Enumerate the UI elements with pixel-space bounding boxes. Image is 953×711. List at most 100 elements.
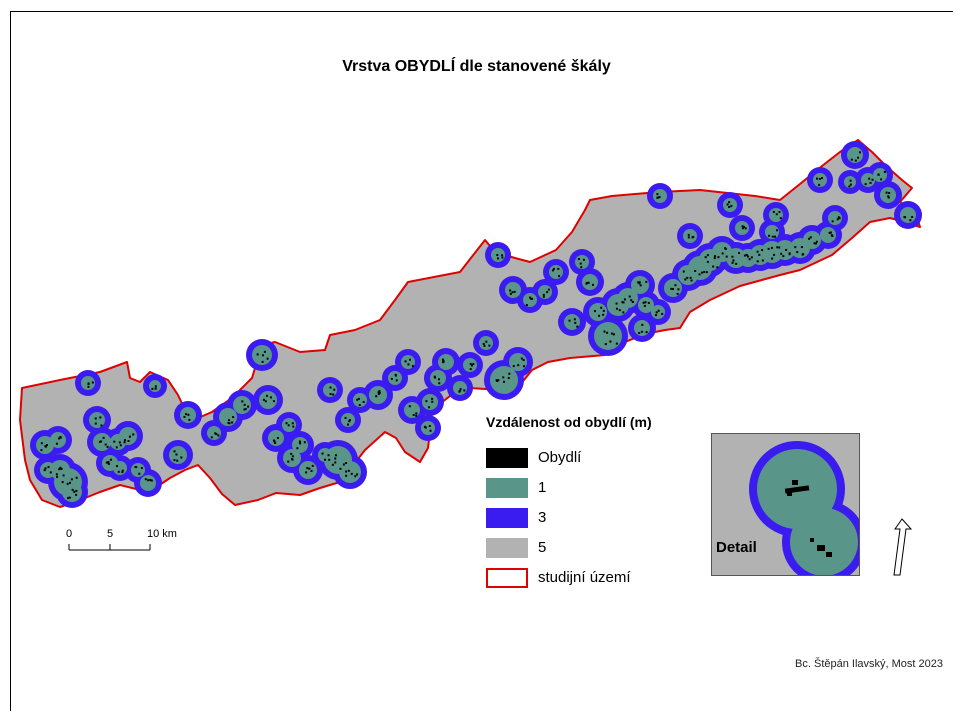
dwelling-mark	[437, 378, 440, 381]
dwelling-mark	[342, 463, 345, 466]
dwelling-mark	[247, 405, 250, 408]
dwelling-mark	[691, 236, 694, 239]
dwelling-mark	[771, 235, 774, 238]
zone-1-buffer	[401, 355, 415, 369]
dwelling-mark	[701, 271, 704, 274]
zone-1-buffer	[50, 432, 66, 448]
dwelling-mark	[345, 462, 348, 465]
dwelling-mark	[469, 362, 472, 365]
dwelling-mark	[350, 472, 353, 475]
dwelling-mark	[775, 213, 778, 216]
dwelling-mark	[459, 388, 462, 391]
dwelling-mark	[528, 296, 531, 299]
dwelling-mark	[552, 267, 555, 270]
dwelling-mark	[531, 297, 534, 300]
dwelling-mark	[684, 278, 687, 281]
dwelling-mark	[542, 293, 545, 296]
dwelling-mark	[600, 306, 603, 309]
zone-1-buffer	[40, 462, 56, 478]
dwelling-mark	[59, 466, 62, 469]
dwelling-mark	[568, 319, 571, 322]
dwelling-mark	[231, 421, 234, 424]
dwelling-mark	[622, 301, 625, 304]
dwelling-mark	[287, 424, 290, 427]
scale-tick-10: 10 km	[147, 528, 177, 540]
dwelling-mark	[638, 332, 641, 335]
dwelling-mark	[509, 292, 512, 295]
dwelling-mark	[689, 276, 692, 279]
zone-1-buffer	[102, 455, 118, 471]
dwelling-mark	[425, 400, 428, 403]
legend-label-study-area: studijní území	[538, 569, 631, 586]
dwelling-mark	[576, 325, 579, 328]
zone-1-buffer	[421, 421, 435, 435]
legend-item-dwelling: Obydlí	[486, 448, 686, 470]
dwelling-mark	[782, 255, 785, 258]
dwelling-mark	[262, 398, 265, 401]
dwelling-mark	[728, 201, 731, 204]
dwelling-mark	[321, 452, 324, 455]
dwelling-mark	[602, 309, 605, 312]
zone-1-buffer	[549, 265, 563, 279]
dwelling-mark	[780, 252, 783, 255]
dwelling-mark	[151, 387, 154, 390]
dwelling-mark	[291, 458, 294, 461]
dwelling-mark	[713, 257, 716, 260]
dwelling-mark	[496, 254, 499, 257]
scale-tick-5: 5	[107, 528, 114, 540]
dwelling-mark	[610, 332, 613, 335]
dwelling-mark	[62, 474, 65, 477]
dwelling-mark	[61, 481, 64, 484]
legend-label-dwelling: Obydlí	[538, 449, 582, 466]
dwelling-mark	[150, 479, 153, 482]
dwelling-mark	[116, 465, 119, 468]
dwelling-mark	[94, 417, 97, 420]
dwelling-mark	[334, 457, 337, 460]
dwelling-mark	[424, 426, 427, 429]
dwelling-mark	[602, 313, 605, 316]
dwelling-mark	[329, 393, 332, 396]
dwelling-mark	[814, 242, 817, 245]
dwelling-mark	[838, 217, 841, 220]
dwelling-mark	[836, 218, 839, 221]
dwelling-mark	[441, 358, 444, 361]
zone-1-buffer	[323, 383, 337, 397]
dwelling-mark	[656, 196, 659, 199]
zone-1-buffer	[844, 176, 856, 188]
dwelling-mark	[303, 441, 306, 444]
dwelling-mark	[348, 419, 351, 422]
dwelling-mark	[395, 379, 398, 382]
dwelling-mark	[214, 432, 217, 435]
dwelling-mark	[730, 204, 733, 207]
dwelling-mark	[655, 311, 658, 314]
dwelling-mark	[687, 233, 690, 236]
dwelling-mark	[344, 416, 347, 419]
zone-1-buffer	[900, 207, 916, 223]
zone-1-buffer	[589, 303, 607, 321]
dwelling-mark	[149, 479, 152, 482]
dwelling-mark	[705, 271, 708, 274]
dwelling-mark	[69, 481, 72, 484]
dwelling-mark	[356, 398, 359, 401]
legend-label-zone-5: 5	[538, 539, 547, 556]
dwelling-mark	[272, 400, 275, 403]
dwelling-mark	[243, 408, 246, 411]
dwelling-mark	[885, 191, 888, 194]
dwelling-mark	[482, 342, 485, 345]
dwelling-mark	[58, 468, 61, 471]
zone-1-buffer	[207, 426, 221, 440]
dwelling-mark	[496, 379, 499, 382]
dwelling-mark	[147, 479, 150, 482]
dwelling-mark	[274, 441, 277, 444]
dwelling-mark	[215, 432, 218, 435]
dwelling-mark	[880, 178, 883, 181]
dwelling-mark	[557, 267, 560, 270]
dwelling-buffer-clusters	[30, 141, 922, 508]
dwelling-mark	[748, 258, 751, 261]
dwelling-mark	[105, 461, 108, 464]
legend-title: Vzdálenost od obydlí (m)	[486, 414, 652, 430]
dwelling-mark	[291, 455, 294, 458]
dwelling-mark	[431, 400, 434, 403]
dwelling-mark	[502, 376, 505, 379]
dwelling-mark	[767, 247, 770, 250]
